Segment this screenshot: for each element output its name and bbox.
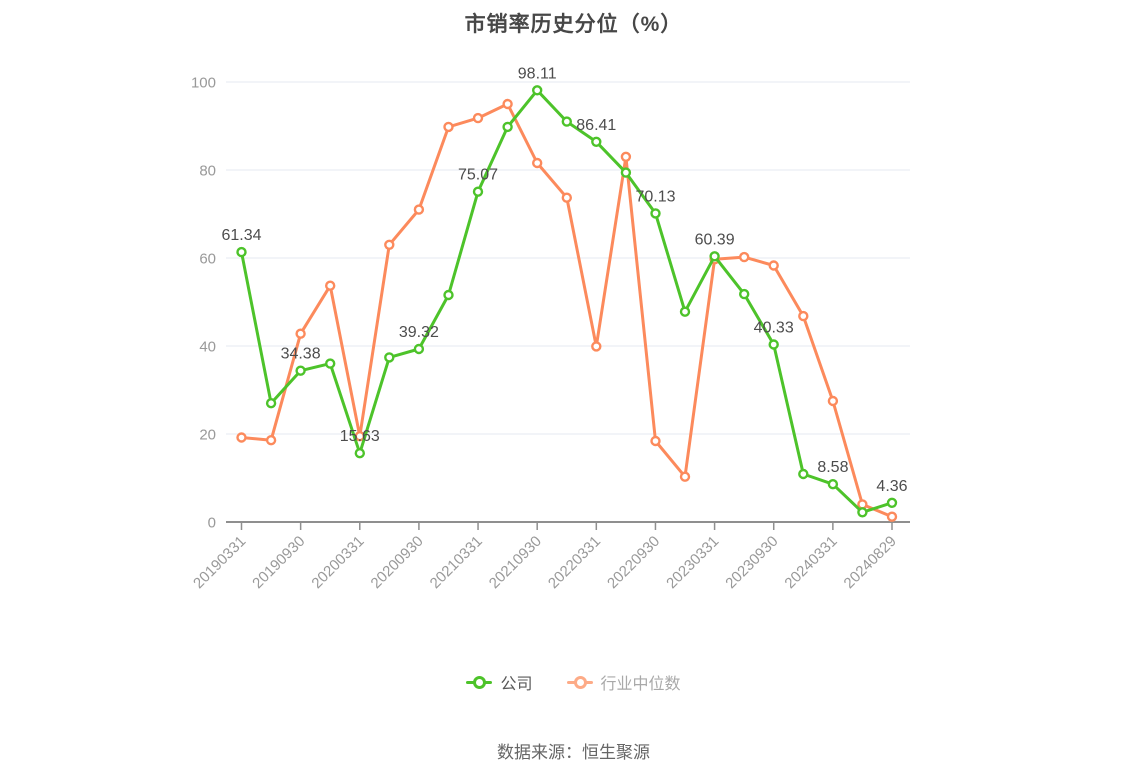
y-axis-tick-label: 60 [199, 251, 216, 268]
data-point-label: 60.39 [695, 231, 735, 248]
data-point-label: 61.34 [221, 227, 261, 244]
x-axis-tick-label: 20240331 [781, 533, 840, 592]
series-line-industry-median [240, 102, 894, 519]
y-axis-tick-label: 0 [208, 515, 216, 532]
data-point[interactable] [561, 116, 572, 127]
x-axis-tick-label: 20190930 [249, 533, 308, 592]
data-point[interactable] [413, 204, 425, 215]
x-axis-tick-label: 20200331 [308, 533, 367, 592]
data-point[interactable] [591, 341, 602, 352]
data-point[interactable] [265, 398, 277, 409]
data-point-label: 4.36 [876, 478, 907, 495]
data-point[interactable] [739, 251, 750, 263]
y-axis-tick-label: 100 [191, 75, 216, 92]
data-point[interactable] [679, 471, 691, 482]
data-point[interactable] [532, 85, 543, 96]
data-point[interactable] [798, 468, 809, 480]
data-point-label: 70.13 [635, 188, 675, 205]
data-point[interactable] [886, 511, 898, 522]
x-axis-tick-label: 20220331 [545, 533, 604, 592]
data-point[interactable] [561, 192, 572, 203]
data-point[interactable] [709, 251, 720, 262]
legend-label: 行业中位数 [600, 676, 681, 693]
legend-ring-icon [573, 675, 587, 689]
legend-item-industry-median[interactable]: 行业中位数 [566, 670, 681, 694]
data-point[interactable] [443, 121, 454, 133]
data-point[interactable] [325, 280, 336, 291]
data-point[interactable] [857, 507, 868, 518]
data-point[interactable] [265, 435, 277, 446]
data-point[interactable] [768, 260, 779, 271]
y-axis-tick-label: 20 [199, 427, 216, 444]
data-point[interactable] [620, 151, 632, 163]
legend-line-marker-icon [566, 675, 593, 689]
data-point-label: 8.58 [817, 459, 848, 476]
data-point[interactable] [295, 328, 306, 339]
data-point[interactable] [325, 358, 336, 369]
data-point-label: 75.07 [458, 167, 498, 184]
data-point-label: 34.38 [281, 346, 321, 363]
data-point-label: 40.33 [754, 320, 794, 337]
data-point[interactable] [236, 246, 247, 258]
data-point-label: 15.63 [340, 428, 380, 445]
data-point[interactable] [384, 239, 395, 251]
data-point[interactable] [768, 339, 779, 350]
x-axis-tick-label: 20240829 [841, 533, 900, 592]
x-axis-tick-label: 20200930 [368, 533, 427, 592]
data-point[interactable] [827, 395, 839, 407]
data-point[interactable] [591, 136, 602, 148]
x-axis-tick-label: 20190331 [190, 533, 249, 592]
x-axis-tick-label: 20230930 [722, 533, 781, 592]
data-point-label: 98.11 [518, 65, 557, 82]
data-point[interactable] [443, 289, 454, 301]
data-point[interactable] [886, 497, 898, 508]
x-axis-tick-label: 20210930 [486, 533, 545, 592]
legend-label: 公司 [500, 676, 533, 693]
data-point[interactable] [413, 343, 425, 355]
legend: 公司 行业中位数 [0, 670, 1147, 694]
legend-line-marker-icon [466, 675, 493, 689]
x-axis-tick-label: 20230331 [663, 533, 722, 592]
x-axis-tick-label: 20210331 [427, 533, 486, 592]
data-point-label: 86.41 [576, 117, 616, 134]
y-axis-tick-label: 40 [199, 339, 216, 356]
chart-title: 市销率历史分位（%） [464, 13, 683, 36]
data-point[interactable] [650, 435, 661, 447]
data-source-note: 数据来源：恒生聚源 [497, 743, 650, 762]
data-point[interactable] [472, 112, 484, 124]
data-point[interactable] [650, 208, 661, 219]
legend-item-company[interactable]: 公司 [466, 670, 533, 694]
x-axis-tick-label: 20220930 [604, 533, 663, 592]
data-point[interactable] [679, 306, 691, 317]
data-point[interactable] [354, 448, 365, 459]
data-point[interactable] [295, 365, 306, 376]
data-point[interactable] [620, 167, 632, 178]
data-point-label: 39.32 [399, 324, 439, 341]
data-point[interactable] [502, 98, 513, 110]
y-axis-tick-label: 80 [199, 163, 216, 180]
data-point[interactable] [532, 157, 543, 169]
data-point[interactable] [384, 352, 395, 363]
data-point[interactable] [739, 288, 750, 300]
chart-canvas: 0 20 40 60 80 100 20190331 20190930 20200331 2020… [190, 65, 910, 592]
data-point[interactable] [502, 121, 513, 133]
legend-ring-icon [473, 675, 487, 689]
data-point[interactable] [472, 186, 484, 197]
data-point[interactable] [798, 310, 809, 322]
data-point[interactable] [236, 432, 247, 443]
data-point[interactable] [827, 479, 839, 490]
